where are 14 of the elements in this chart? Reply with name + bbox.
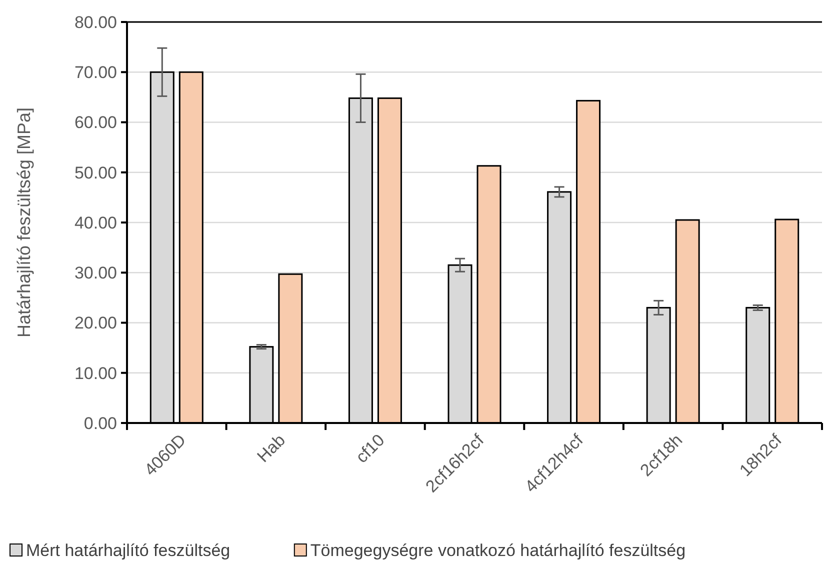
y-tick-label: 20.00	[74, 314, 117, 333]
x-tick-label: cf10	[352, 430, 388, 467]
legend-label: Mért határhajlító feszültség	[26, 540, 230, 560]
y-tick-label: 80.00	[74, 12, 117, 32]
y-tick-label: 70.00	[74, 63, 117, 82]
y-tick-label: 30.00	[74, 264, 117, 283]
y-tick-label: 40.00	[74, 213, 117, 232]
y-tick-label: 0.00	[84, 414, 117, 433]
y-tick-label: 10.00	[74, 364, 117, 383]
y-axis-title: Határhajlító feszültség [MPa]	[14, 107, 34, 338]
x-tick-label: Hab	[253, 430, 289, 466]
y-tick-label: 50.00	[74, 163, 117, 182]
legend-label: Tömegegységre vonatkozó határhajlító feszültség	[310, 540, 686, 560]
y-tick-label: 60.00	[74, 113, 117, 132]
